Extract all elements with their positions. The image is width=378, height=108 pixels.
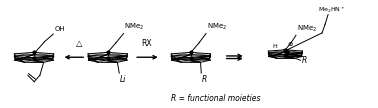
Text: R: R xyxy=(202,75,207,84)
Text: R = functional moieties: R = functional moieties xyxy=(171,94,260,103)
Text: Li: Li xyxy=(120,75,126,84)
Text: Me$_2$HN$^+$: Me$_2$HN$^+$ xyxy=(318,5,345,15)
Text: R: R xyxy=(302,56,307,65)
Text: OH: OH xyxy=(54,26,65,32)
Text: NMe$_2$: NMe$_2$ xyxy=(207,22,227,32)
Text: $\mathbf{\ominus}$: $\mathbf{\ominus}$ xyxy=(287,40,294,48)
Text: NMe$_2$: NMe$_2$ xyxy=(124,22,145,32)
Text: RX: RX xyxy=(141,39,152,48)
Text: NMe$_2$: NMe$_2$ xyxy=(297,24,317,34)
Text: H: H xyxy=(272,44,277,49)
Text: $\triangle$: $\triangle$ xyxy=(74,38,84,49)
